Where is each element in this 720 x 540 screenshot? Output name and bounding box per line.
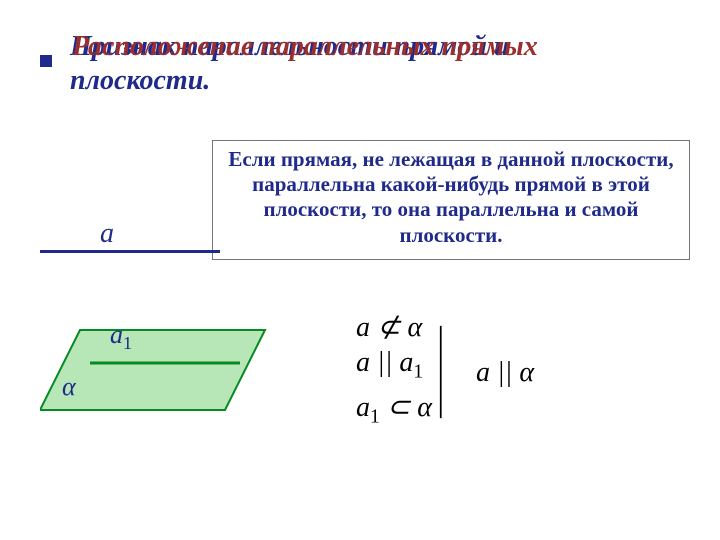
right-brace-icon [439, 324, 455, 420]
title-front: Расположение параллельных прямых [72, 30, 538, 64]
title-bullet [40, 55, 52, 67]
math-conclusion: a || α [462, 355, 534, 390]
premise-1: a ⊄ α [356, 310, 432, 345]
slide: Признак параллельности прямой и плоскост… [0, 0, 720, 540]
premise-3: a1 ⊂ α [356, 390, 432, 435]
math-block: a ⊄ α a || a1 a1 ⊂ α a || α [356, 310, 534, 434]
premise-2: a || a1 [356, 345, 432, 390]
label-a1: a1 [110, 320, 132, 354]
label-a: a [100, 218, 114, 250]
theorem-box: Если прямая, не лежащая в данной плоскос… [212, 140, 690, 260]
math-premises: a ⊄ α a || a1 a1 ⊂ α [356, 310, 432, 434]
line-a [40, 250, 220, 253]
conclusion: a || α [476, 355, 534, 390]
label-alpha: α [62, 372, 76, 402]
